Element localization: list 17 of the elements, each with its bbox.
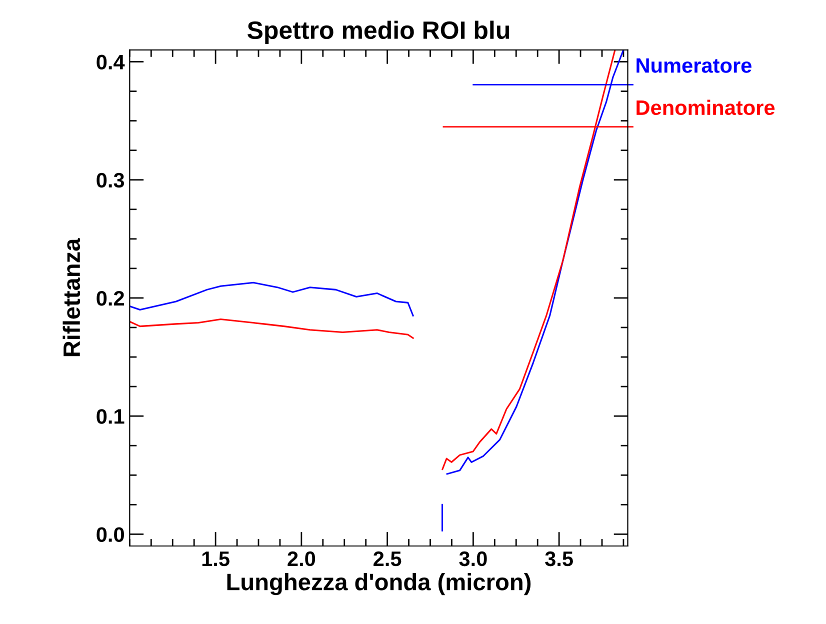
x-tick-label: 2.5 bbox=[374, 551, 402, 566]
text: Denominatore bbox=[636, 100, 775, 116]
x-tick-label: 3.5 bbox=[545, 551, 573, 566]
y-tick-label: 0.0 bbox=[96, 527, 124, 542]
x-tick-label: 3.0 bbox=[459, 551, 487, 566]
x-tick-label: 1.5 bbox=[202, 552, 230, 566]
y-tick-label: 0.4 bbox=[96, 54, 125, 70]
y-tick-label: 0.2 bbox=[96, 290, 124, 306]
y-tick-label: 0.3 bbox=[96, 172, 124, 188]
line-series bbox=[130, 318, 414, 339]
x-axis-title: Lunghezza d'onda (micron) bbox=[227, 573, 531, 596]
chart-title: Spettro medio ROI blu bbox=[248, 20, 510, 44]
x-tick-label: 2.0 bbox=[288, 551, 316, 566]
y-tick-label: 0.1 bbox=[96, 409, 124, 424]
text: Numeratore bbox=[636, 58, 752, 73]
line-series bbox=[130, 282, 414, 316]
y-axis-title: Riflettanza bbox=[62, 238, 80, 356]
